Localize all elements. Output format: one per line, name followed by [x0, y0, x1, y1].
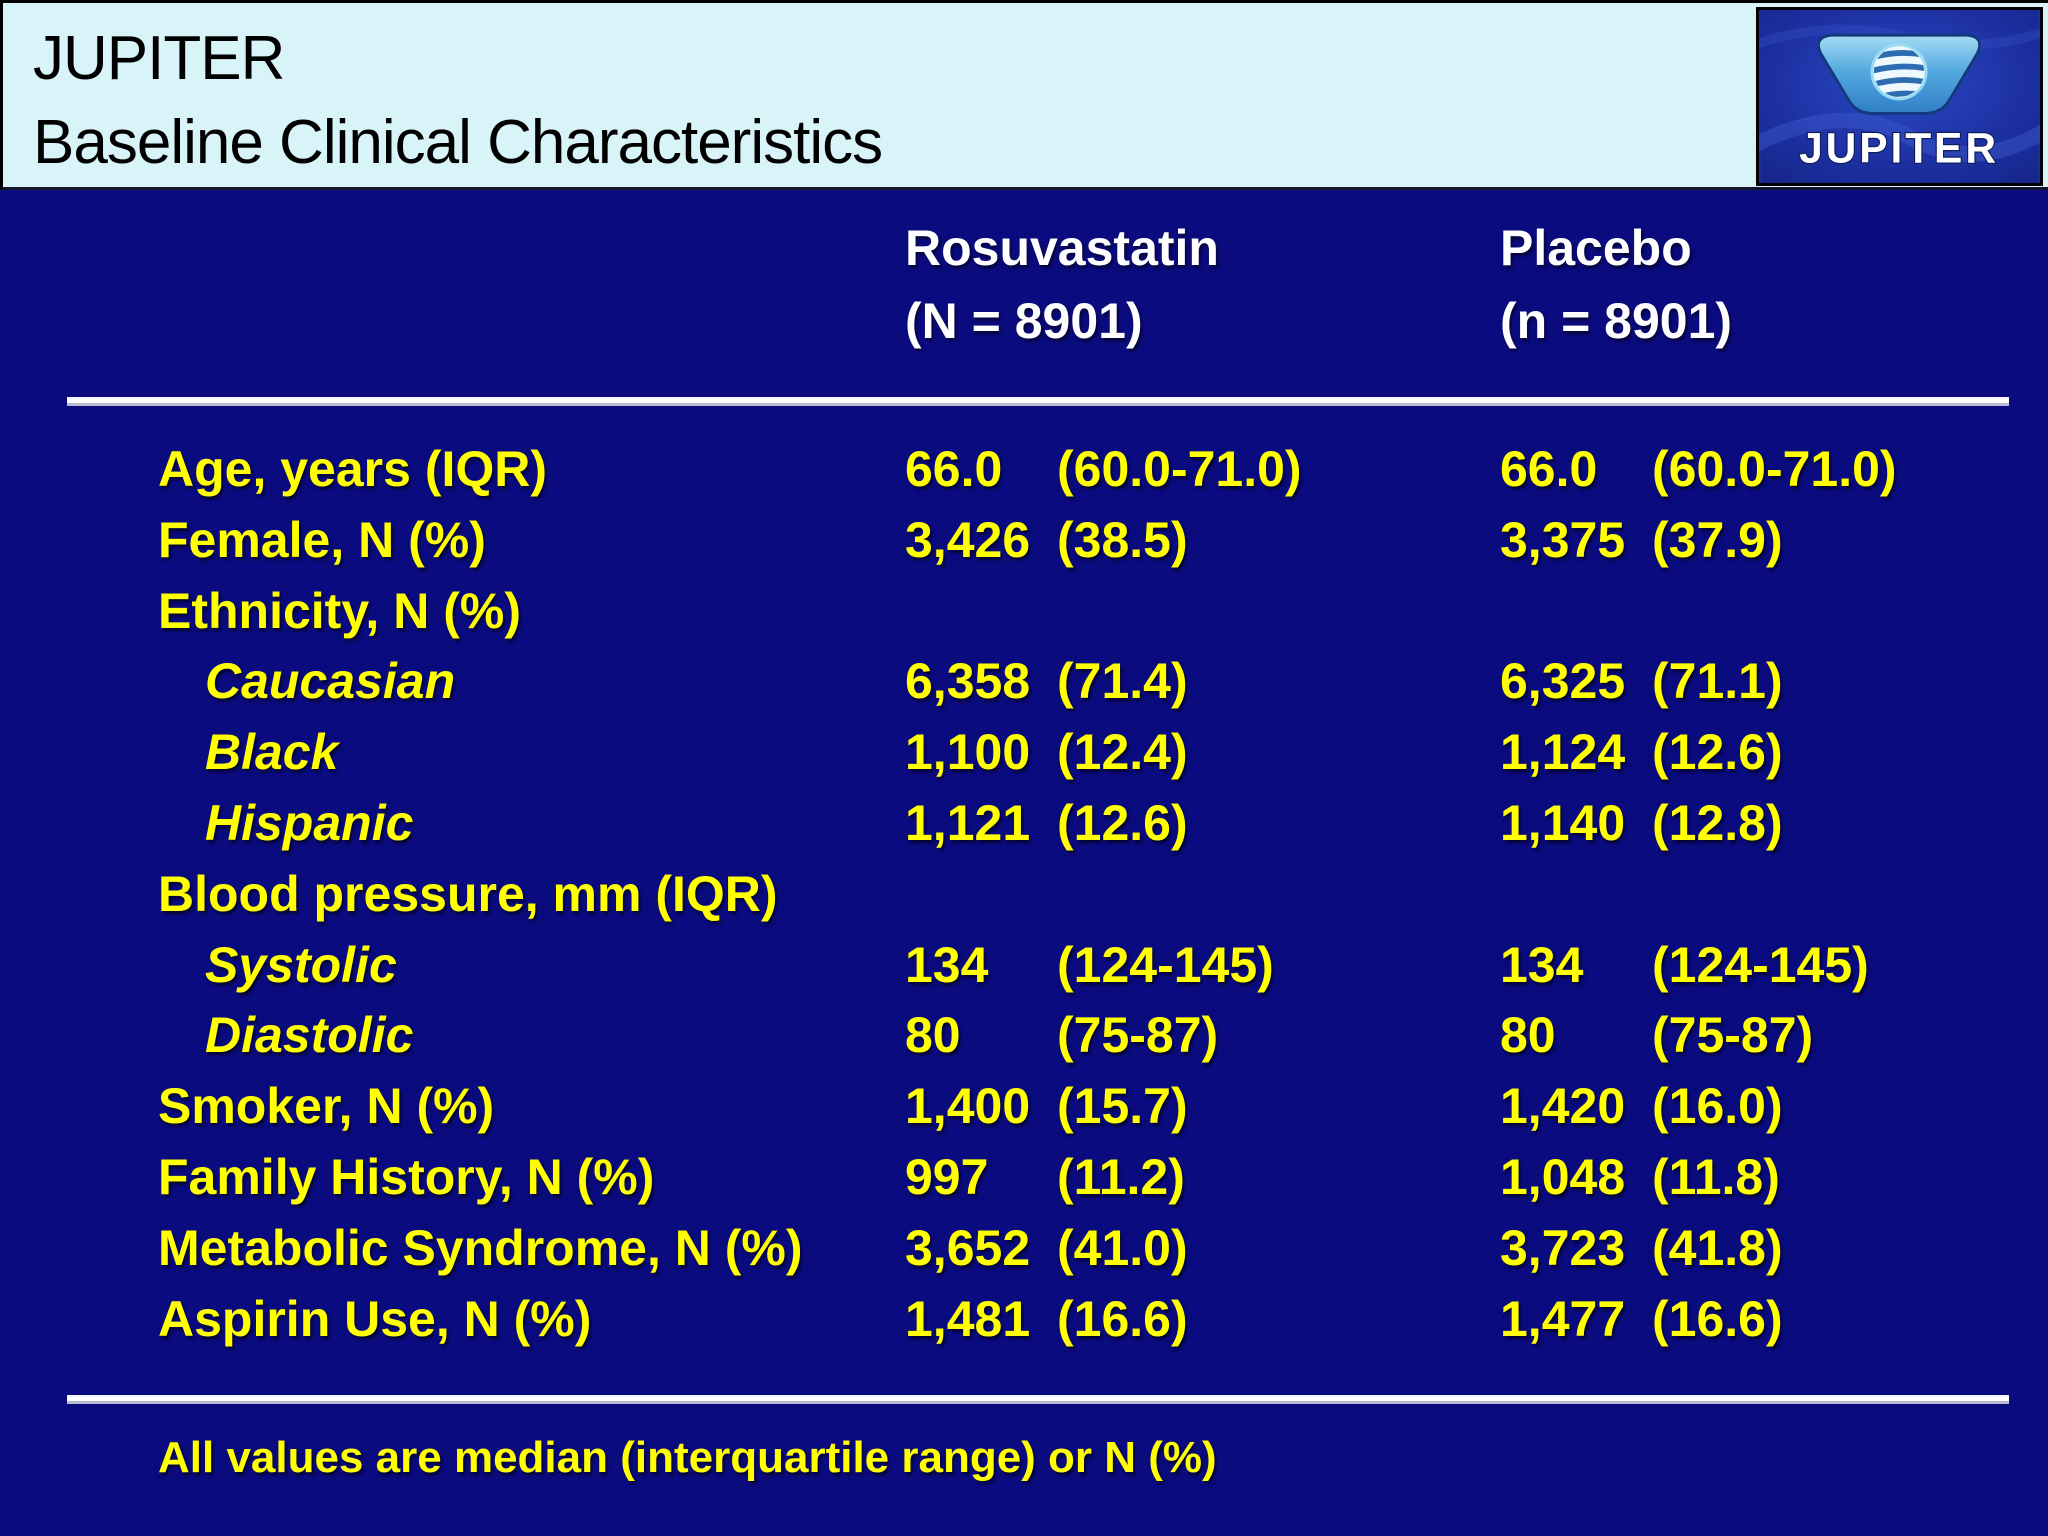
- row-label: Smoker, N (%): [158, 1078, 495, 1135]
- row-label: Family History, N (%): [158, 1148, 655, 1205]
- row-col2-value: 1,124: [1500, 724, 1626, 781]
- row-col1-range: (12.6): [1057, 794, 1188, 851]
- jupiter-logo: JUPITER: [1756, 7, 2043, 186]
- row-col2-value: 134: [1500, 936, 1584, 993]
- row-label: Hispanic: [205, 794, 414, 851]
- table-row: Smoker, N (%) 1,400 (15.7) 1,420 (16.0): [0, 1071, 2048, 1142]
- slide-header: JUPITER Baseline Clinical Characteristic…: [0, 0, 2048, 190]
- table-row: Female, N (%) 3,426 (38.5) 3,375 (37.9): [0, 505, 2048, 576]
- row-col2-value: 1,477: [1500, 1290, 1626, 1347]
- slide-title-line1: JUPITER: [33, 24, 285, 93]
- row-col1-value: 1,100: [905, 724, 1031, 781]
- row-col2-range: (16.0): [1652, 1078, 1783, 1135]
- row-col2-value: 1,048: [1500, 1148, 1626, 1205]
- column-header-placebo: Placebo (n = 8901): [1500, 212, 1732, 358]
- footnote: All values are median (interquartile ran…: [158, 1433, 1217, 1482]
- row-col2-range: (12.8): [1652, 794, 1783, 851]
- row-col1-range: (75-87): [1057, 1007, 1219, 1064]
- separator-line-bottom: [67, 1395, 2009, 1404]
- row-col1-range: (15.7): [1057, 1078, 1188, 1135]
- table-row: Blood pressure, mm (IQR): [0, 859, 2048, 930]
- row-col1-range: (124-145): [1057, 936, 1274, 993]
- row-col1-value: 134: [905, 936, 989, 993]
- row-col1-value: 6,358: [905, 653, 1031, 710]
- row-col1-range: (38.5): [1057, 511, 1188, 568]
- row-col2-range: (16.6): [1652, 1290, 1783, 1347]
- row-col1-range: (11.2): [1057, 1148, 1185, 1205]
- jupiter-logo-label: JUPITER: [1799, 126, 1999, 173]
- row-col1-value: 1,481: [905, 1290, 1031, 1347]
- row-col2-value: 1,140: [1500, 794, 1626, 851]
- row-label: Female, N (%): [158, 511, 486, 568]
- row-col2-range: (37.9): [1652, 511, 1783, 568]
- column-header-placebo-name: Placebo: [1500, 220, 1692, 276]
- row-col1-value: 3,426: [905, 511, 1031, 568]
- table-row: Metabolic Syndrome, N (%) 3,652 (41.0) 3…: [0, 1213, 2048, 1284]
- slide-title-line2: Baseline Clinical Characteristics: [33, 108, 883, 177]
- table-row: Aspirin Use, N (%) 1,481 (16.6) 1,477 (1…: [0, 1284, 2048, 1355]
- row-col1-range: (16.6): [1057, 1290, 1188, 1347]
- row-col2-range: (60.0-71.0): [1652, 441, 1897, 497]
- row-col1-value: 1,121: [905, 794, 1031, 851]
- row-col2-value: 3,375: [1500, 511, 1626, 568]
- row-label: Black: [205, 724, 339, 781]
- row-col2-value: 1,420: [1500, 1078, 1626, 1135]
- logo-swirl-stroke: [1759, 112, 2040, 162]
- row-col2-range: (41.8): [1652, 1219, 1783, 1276]
- row-label: Aspirin Use, N (%): [158, 1290, 592, 1347]
- row-label: Metabolic Syndrome, N (%): [158, 1219, 803, 1276]
- row-label: Ethnicity, N (%): [158, 582, 521, 639]
- row-col1-value: 997: [905, 1148, 989, 1205]
- row-col1-value: 3,652: [905, 1219, 1031, 1276]
- row-label: Caucasian: [205, 653, 456, 710]
- table-row: Ethnicity, N (%): [0, 576, 2048, 647]
- row-col2-range: (12.6): [1652, 724, 1783, 781]
- row-col2-value: 6,325: [1500, 653, 1626, 710]
- separator-line-top: [67, 397, 2009, 406]
- table-row: Systolic 134 (124-145) 134 (124-145): [0, 930, 2048, 1001]
- row-col2-range: (71.1): [1652, 653, 1783, 710]
- row-col1-value: 80: [905, 1007, 961, 1064]
- table-row: Age, years (IQR) 66.0 (60.0-71.0) 66.0 (…: [0, 434, 2048, 505]
- row-label: Systolic: [205, 936, 397, 993]
- row-col1-range: (12.4): [1057, 724, 1188, 781]
- row-col2-value: 3,723: [1500, 1219, 1626, 1276]
- row-col2-value: 80: [1500, 1007, 1556, 1064]
- row-col1-range: (41.0): [1057, 1219, 1188, 1276]
- table-row: Hispanic 1,121 (12.6) 1,140 (12.8): [0, 788, 2048, 859]
- jupiter-logo-image: JUPITER: [1759, 10, 2040, 183]
- row-col1-range: (60.0-71.0): [1057, 441, 1302, 497]
- table-row: Black 1,100 (12.4) 1,124 (12.6): [0, 717, 2048, 788]
- row-col2-value: 66.0: [1500, 441, 1598, 497]
- row-col1-value: 1,400: [905, 1078, 1031, 1135]
- row-col2-range: (124-145): [1652, 936, 1869, 993]
- row-col1-value: 66.0: [905, 441, 1003, 497]
- table-row: Caucasian 6,358 (71.4) 6,325 (71.1): [0, 646, 2048, 717]
- row-label: Diastolic: [205, 1007, 414, 1064]
- column-header-rosuvastatin-n: (N = 8901): [905, 293, 1143, 349]
- row-col2-range: (11.8): [1652, 1148, 1780, 1205]
- row-label: Age, years (IQR): [158, 441, 548, 497]
- column-header-placebo-n: (n = 8901): [1500, 293, 1733, 349]
- column-header-rosuvastatin: Rosuvastatin (N = 8901): [905, 212, 1219, 358]
- table-row: Diastolic 80 (75-87) 80 (75-87): [0, 1000, 2048, 1071]
- row-col1-range: (71.4): [1057, 653, 1188, 710]
- table-row: Family History, N (%) 997 (11.2) 1,048 (…: [0, 1142, 2048, 1213]
- slide-title: JUPITER Baseline Clinical Characteristic…: [33, 17, 883, 185]
- column-header-rosuvastatin-name: Rosuvastatin: [905, 220, 1219, 276]
- row-col2-range: (75-87): [1652, 1007, 1814, 1064]
- row-label: Blood pressure, mm (IQR): [158, 865, 778, 922]
- table-rows: Age, years (IQR) 66.0 (60.0-71.0) 66.0 (…: [0, 434, 2048, 1354]
